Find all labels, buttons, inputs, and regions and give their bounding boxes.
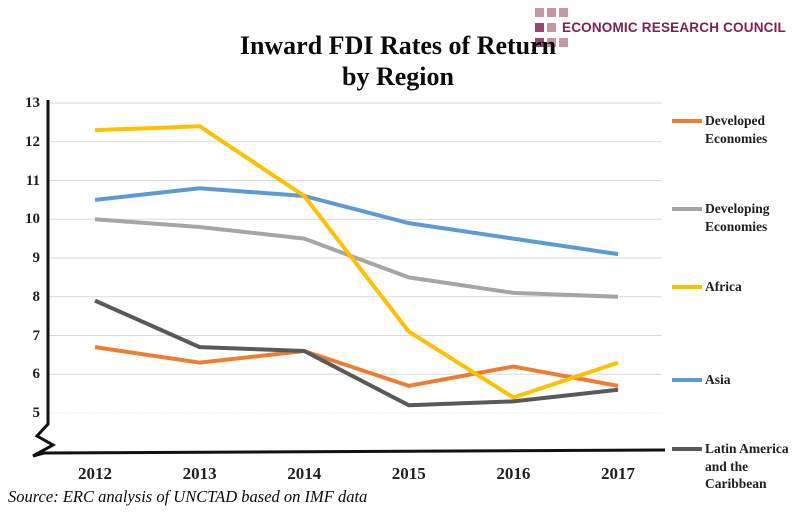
series-line-developing-economies bbox=[94, 217, 619, 299]
logo-square-icon bbox=[558, 38, 568, 47]
legend-item-developed-economies: Developed Economies bbox=[672, 112, 795, 147]
legend-item-asia: Asia bbox=[672, 371, 795, 389]
legend-label: Africa bbox=[705, 279, 742, 294]
chart-title-line1: Inward FDI Rates of Return bbox=[239, 31, 557, 60]
legend-item-africa: Africa bbox=[672, 278, 795, 296]
logo-square-icon bbox=[546, 23, 556, 32]
series-line-latin-america-and-the-caribbean bbox=[94, 298, 619, 408]
logo-square-icon bbox=[534, 23, 544, 32]
legend-label: Asia bbox=[705, 372, 731, 387]
chart-title: Inward FDI Rates of Return by Region bbox=[0, 30, 796, 92]
x-tick-label: 2016 bbox=[496, 464, 531, 483]
x-tick-label: 2013 bbox=[182, 464, 217, 483]
erc-logo: ECONOMIC RESEARCH COUNCIL bbox=[534, 8, 786, 47]
series-line-developed-economies bbox=[94, 345, 619, 388]
legend-line-swatch bbox=[672, 378, 702, 382]
logo-squares-row bbox=[534, 38, 786, 47]
y-tick-label: 10 bbox=[25, 211, 40, 228]
logo-squares-row bbox=[534, 8, 786, 17]
legend-line-swatch bbox=[672, 447, 702, 451]
logo-square-icon bbox=[534, 38, 544, 47]
y-tick-label: 5 bbox=[32, 405, 41, 421]
logo-square-icon bbox=[546, 8, 556, 17]
legend-label: Developing Economies bbox=[705, 201, 770, 234]
legend-line-swatch bbox=[672, 119, 702, 123]
chart-title-line2: by Region bbox=[342, 62, 454, 92]
legend-item-latin-america-and-the-caribbean: Latin America and the Caribbean bbox=[672, 440, 795, 493]
y-tick-label: 11 bbox=[25, 172, 40, 189]
logo-square-icon bbox=[558, 8, 568, 17]
legend-line-swatch bbox=[672, 285, 702, 289]
x-tick-label: 2015 bbox=[391, 464, 426, 483]
x-tick-label: 2014 bbox=[287, 464, 322, 483]
series-line-africa bbox=[94, 124, 619, 400]
logo-wordmark: ECONOMIC RESEARCH COUNCIL bbox=[561, 20, 786, 35]
logo-square-icon bbox=[546, 38, 556, 47]
y-tick-label: 13 bbox=[25, 95, 40, 111]
series-line-asia bbox=[94, 186, 619, 257]
x-tick-label: 2012 bbox=[78, 464, 112, 483]
source-note: Source: ERC analysis of UNCTAD based on … bbox=[8, 487, 368, 506]
y-tick-label: 8 bbox=[32, 288, 41, 305]
y-tick-label: 9 bbox=[32, 250, 41, 266]
y-tick-label: 6 bbox=[32, 366, 41, 383]
logo-square-icon bbox=[534, 8, 544, 17]
chart-legend: Developed Economies Developing Economies A… bbox=[672, 103, 796, 503]
y-tick-label: 12 bbox=[25, 133, 40, 150]
x-tick-label: 2017 bbox=[601, 464, 635, 483]
legend-label: Latin America and the Caribbean bbox=[705, 441, 789, 492]
logo-squares-row: ECONOMIC RESEARCH COUNCIL bbox=[534, 20, 786, 35]
axis-with-break bbox=[32, 100, 666, 458]
legend-line-swatch bbox=[672, 207, 702, 211]
y-tick-label: 7 bbox=[32, 327, 41, 344]
legend-label: Developed Economies bbox=[705, 113, 768, 146]
legend-item-developing-economies: Developing Economies bbox=[672, 200, 795, 235]
series-lines bbox=[94, 124, 619, 408]
